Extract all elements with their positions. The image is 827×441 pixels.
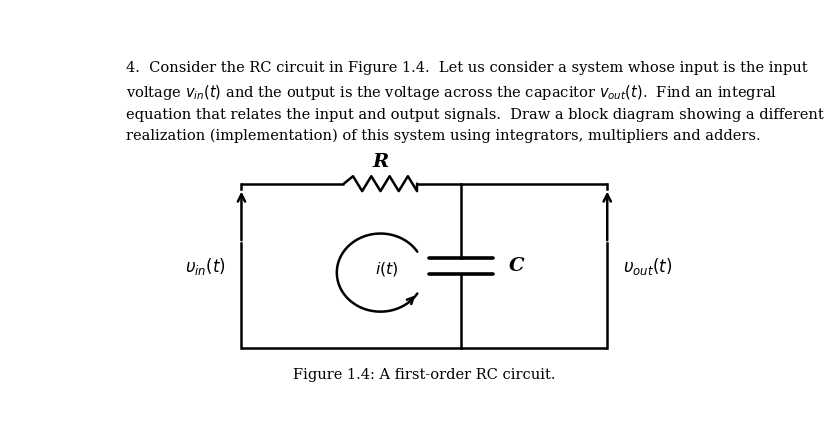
Text: $i(t)$: $i(t)$ [375, 260, 399, 278]
Text: 4.  Consider the RC circuit in Figure 1.4.  Let us consider a system whose input: 4. Consider the RC circuit in Figure 1.4… [126, 61, 823, 143]
Text: $\upsilon_{in}(t)$: $\upsilon_{in}(t)$ [184, 255, 225, 277]
Text: C: C [509, 257, 524, 275]
Text: $\upsilon_{out}(t)$: $\upsilon_{out}(t)$ [623, 255, 672, 277]
Text: Figure 1.4: A first-order RC circuit.: Figure 1.4: A first-order RC circuit. [293, 368, 555, 382]
Text: R: R [372, 153, 388, 171]
